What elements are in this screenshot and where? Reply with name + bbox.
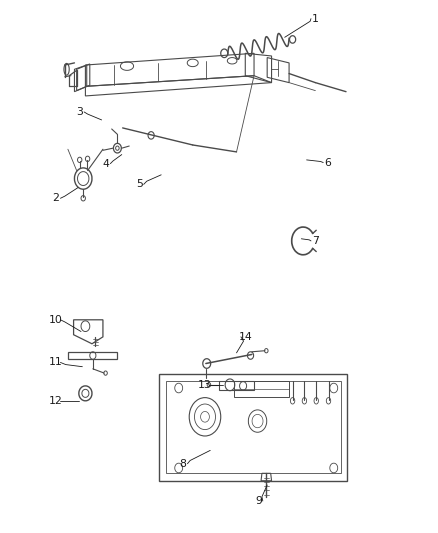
Text: 10: 10 <box>49 315 63 325</box>
Text: 14: 14 <box>238 332 252 342</box>
Text: 9: 9 <box>255 496 262 506</box>
Text: 2: 2 <box>53 193 60 203</box>
Text: 6: 6 <box>324 158 331 167</box>
Text: 12: 12 <box>49 396 63 406</box>
Text: 11: 11 <box>49 358 63 367</box>
Text: 13: 13 <box>198 380 212 390</box>
Text: 4: 4 <box>102 159 110 168</box>
Text: 8: 8 <box>180 459 187 469</box>
Text: 1: 1 <box>312 14 319 23</box>
Text: 7: 7 <box>312 236 319 246</box>
Text: 3: 3 <box>76 107 83 117</box>
Text: 5: 5 <box>136 180 143 189</box>
